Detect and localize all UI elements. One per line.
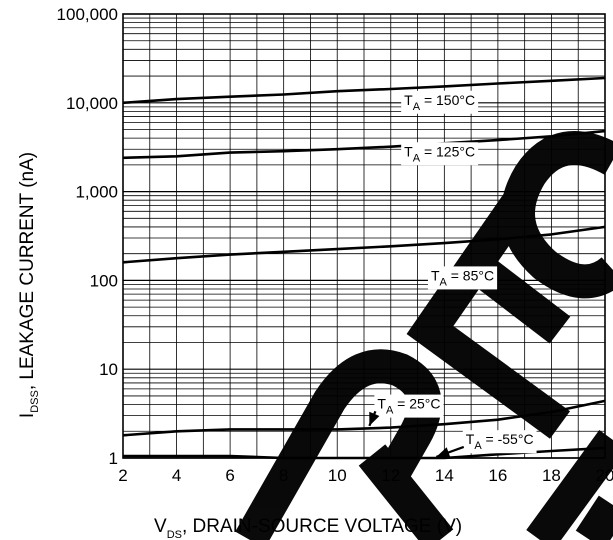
y-tick-label: 10,000 bbox=[66, 94, 118, 113]
x-tick-label: 14 bbox=[435, 466, 454, 485]
x-tick-label: 16 bbox=[488, 466, 507, 485]
series-line bbox=[122, 399, 606, 437]
y-tick-label: 100 bbox=[90, 271, 118, 290]
curve-label-box bbox=[374, 394, 444, 418]
watermark-letter-n bbox=[526, 429, 613, 540]
y-tick-label: 1,000 bbox=[75, 183, 118, 202]
y-tick-labels: 1 10 100 1,000 10,000 100,000 bbox=[57, 5, 118, 468]
x-tick-label: 8 bbox=[279, 466, 288, 485]
series-line bbox=[122, 76, 606, 105]
curve-label-box bbox=[462, 430, 537, 454]
curve-label: TA = 25°C bbox=[377, 396, 440, 417]
series-line bbox=[122, 129, 606, 160]
watermark-letter-c bbox=[501, 131, 613, 299]
x-tick-label: 20 bbox=[596, 466, 613, 485]
y-axis-title: IDSS, LEAKAGE CURRENT (nA) bbox=[17, 152, 41, 418]
curve-label: TA = -55°C bbox=[466, 431, 534, 452]
curve-label: TA = 85°C bbox=[431, 267, 494, 288]
y-tick-label: 100,000 bbox=[57, 5, 118, 24]
x-tick-label: 2 bbox=[118, 466, 127, 485]
x-tick-labels: 2 4 6 8 10 12 14 16 18 20 bbox=[118, 466, 613, 485]
x-tick-label: 6 bbox=[225, 466, 234, 485]
curve-label-box bbox=[401, 90, 479, 114]
label-arrow-head bbox=[436, 447, 451, 458]
y-tick-label: 10 bbox=[99, 360, 118, 379]
x-tick-label: 18 bbox=[542, 466, 561, 485]
x-tick-label: 4 bbox=[172, 466, 181, 485]
curve-label: TA = 150°C bbox=[404, 92, 475, 113]
watermark-letter-r bbox=[235, 349, 454, 540]
y-tick-label: 1 bbox=[109, 449, 118, 468]
x-axis-title: VDS, DRAIN-SOURCE VOLTAGE (V) bbox=[154, 516, 462, 540]
series-line bbox=[122, 225, 606, 264]
curve-labels: TA = 150°C TA = 125°C TA = 85°C TA = 25°C TA… bbox=[368, 90, 537, 458]
x-tick-label: 10 bbox=[328, 466, 347, 485]
curve-label-box bbox=[427, 266, 498, 290]
curve-label: TA = 125°C bbox=[404, 143, 475, 164]
x-tick-label: 12 bbox=[381, 466, 400, 485]
curve-label-box bbox=[401, 142, 479, 166]
label-arrow-head bbox=[369, 411, 380, 426]
